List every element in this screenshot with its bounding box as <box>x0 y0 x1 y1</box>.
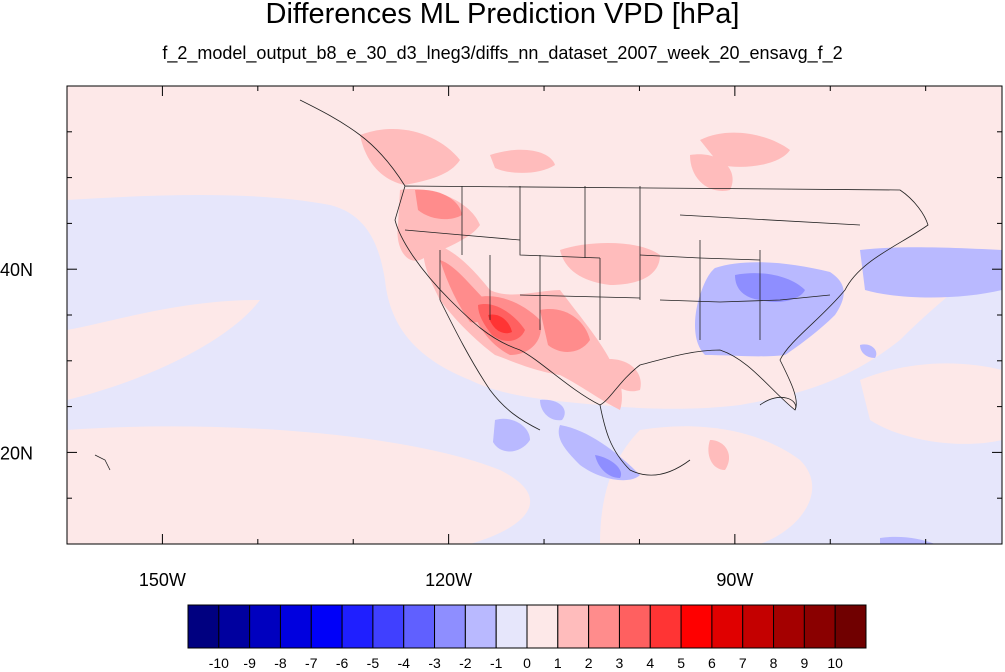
positive-region <box>600 359 641 392</box>
positive-region <box>600 426 813 544</box>
colorbar-swatch <box>403 604 436 649</box>
colorbar-label: -10 <box>209 655 229 671</box>
negative-region <box>735 273 805 302</box>
colorbar-swatch <box>649 604 682 649</box>
colorbar-label: -9 <box>243 655 256 671</box>
colorbar-swatch <box>279 604 312 649</box>
colorbar-swatch <box>742 604 775 649</box>
positive-region <box>860 363 1002 444</box>
colorbar-label: -8 <box>274 655 287 671</box>
x-axis: 150W 120W 90W <box>66 86 927 590</box>
negative-region <box>558 425 640 481</box>
negative-region <box>880 536 935 544</box>
colorbar-swatch <box>588 604 620 649</box>
colorbar-label: 8 <box>770 655 778 671</box>
colorbar-label: 5 <box>677 655 685 671</box>
colorbar-label: -6 <box>336 655 349 671</box>
colorbar: -10 -9 -8 -7 -6 -5 -4 -3 -2 -1 0 1 2 3 4 5 6 7 8 9 10 <box>187 604 867 671</box>
colorbar-swatch <box>495 604 528 649</box>
positive-region <box>540 309 590 352</box>
positive-region <box>700 132 790 167</box>
colorbar-label: 6 <box>708 655 716 671</box>
positive-region <box>708 440 730 470</box>
colorbar-label: 9 <box>800 655 808 671</box>
colorbar-label: -5 <box>367 655 380 671</box>
negative-region <box>493 418 530 452</box>
colorbar-swatch <box>341 604 374 649</box>
colorbar-label: 4 <box>646 655 654 671</box>
negative-region <box>540 399 565 421</box>
negative-region <box>860 247 1002 298</box>
colorbar-swatch <box>187 604 220 649</box>
colorbar-swatch <box>218 604 251 649</box>
colorbar-label: 0 <box>523 655 531 671</box>
colorbar-label: 2 <box>585 655 593 671</box>
colorbar-label: -2 <box>459 655 472 671</box>
x-tick-label: 150W <box>139 570 186 590</box>
colorbar-swatch <box>372 604 405 649</box>
negative-region <box>595 455 622 478</box>
positive-region <box>67 426 531 544</box>
positive-region <box>67 300 260 400</box>
colorbar-label: -7 <box>305 655 318 671</box>
colorbar-swatch <box>526 604 559 649</box>
colorbar-swatch <box>249 604 281 649</box>
y-tick-label: 40N <box>0 260 33 280</box>
colorbar-swatch <box>310 604 343 649</box>
colorbar-swatch <box>803 604 836 649</box>
plot-subtitle: f_2_model_output_b8_e_30_d3_lneg3/diffs_… <box>162 43 843 63</box>
colorbar-swatch <box>557 604 590 649</box>
colorbar-label: 1 <box>554 655 562 671</box>
colorbar-label: -1 <box>490 655 503 671</box>
negative-region <box>860 344 877 358</box>
y-axis: 40N 20N <box>0 85 1002 545</box>
colorbar-label: -4 <box>398 655 411 671</box>
colorbar-swatch <box>834 604 867 649</box>
colorbar-label: -3 <box>428 655 441 671</box>
difference-field <box>67 99 1002 544</box>
positive-region <box>490 149 555 173</box>
negative-region <box>695 262 844 357</box>
colorbar-swatch <box>773 604 805 649</box>
boundary-lines <box>394 185 929 411</box>
positive-region <box>360 129 460 185</box>
x-tick-label: 90W <box>716 570 753 590</box>
colorbar-swatch <box>434 604 466 649</box>
x-tick-label: 120W <box>425 570 472 590</box>
positive-region <box>415 189 462 220</box>
colorbar-label: 10 <box>827 655 843 671</box>
positive-region <box>690 154 733 191</box>
colorbar-label: 3 <box>616 655 624 671</box>
colorbar-swatch <box>618 604 651 649</box>
coastlines <box>94 99 797 476</box>
colorbar-swatch <box>711 604 744 649</box>
positive-region <box>488 314 512 334</box>
colorbar-swatch <box>464 604 497 649</box>
y-tick-label: 20N <box>0 443 33 463</box>
colorbar-label: 7 <box>739 655 747 671</box>
colorbar-swatch <box>680 604 713 649</box>
plot-title: Differences ML Prediction VPD [hPa] <box>265 0 740 30</box>
